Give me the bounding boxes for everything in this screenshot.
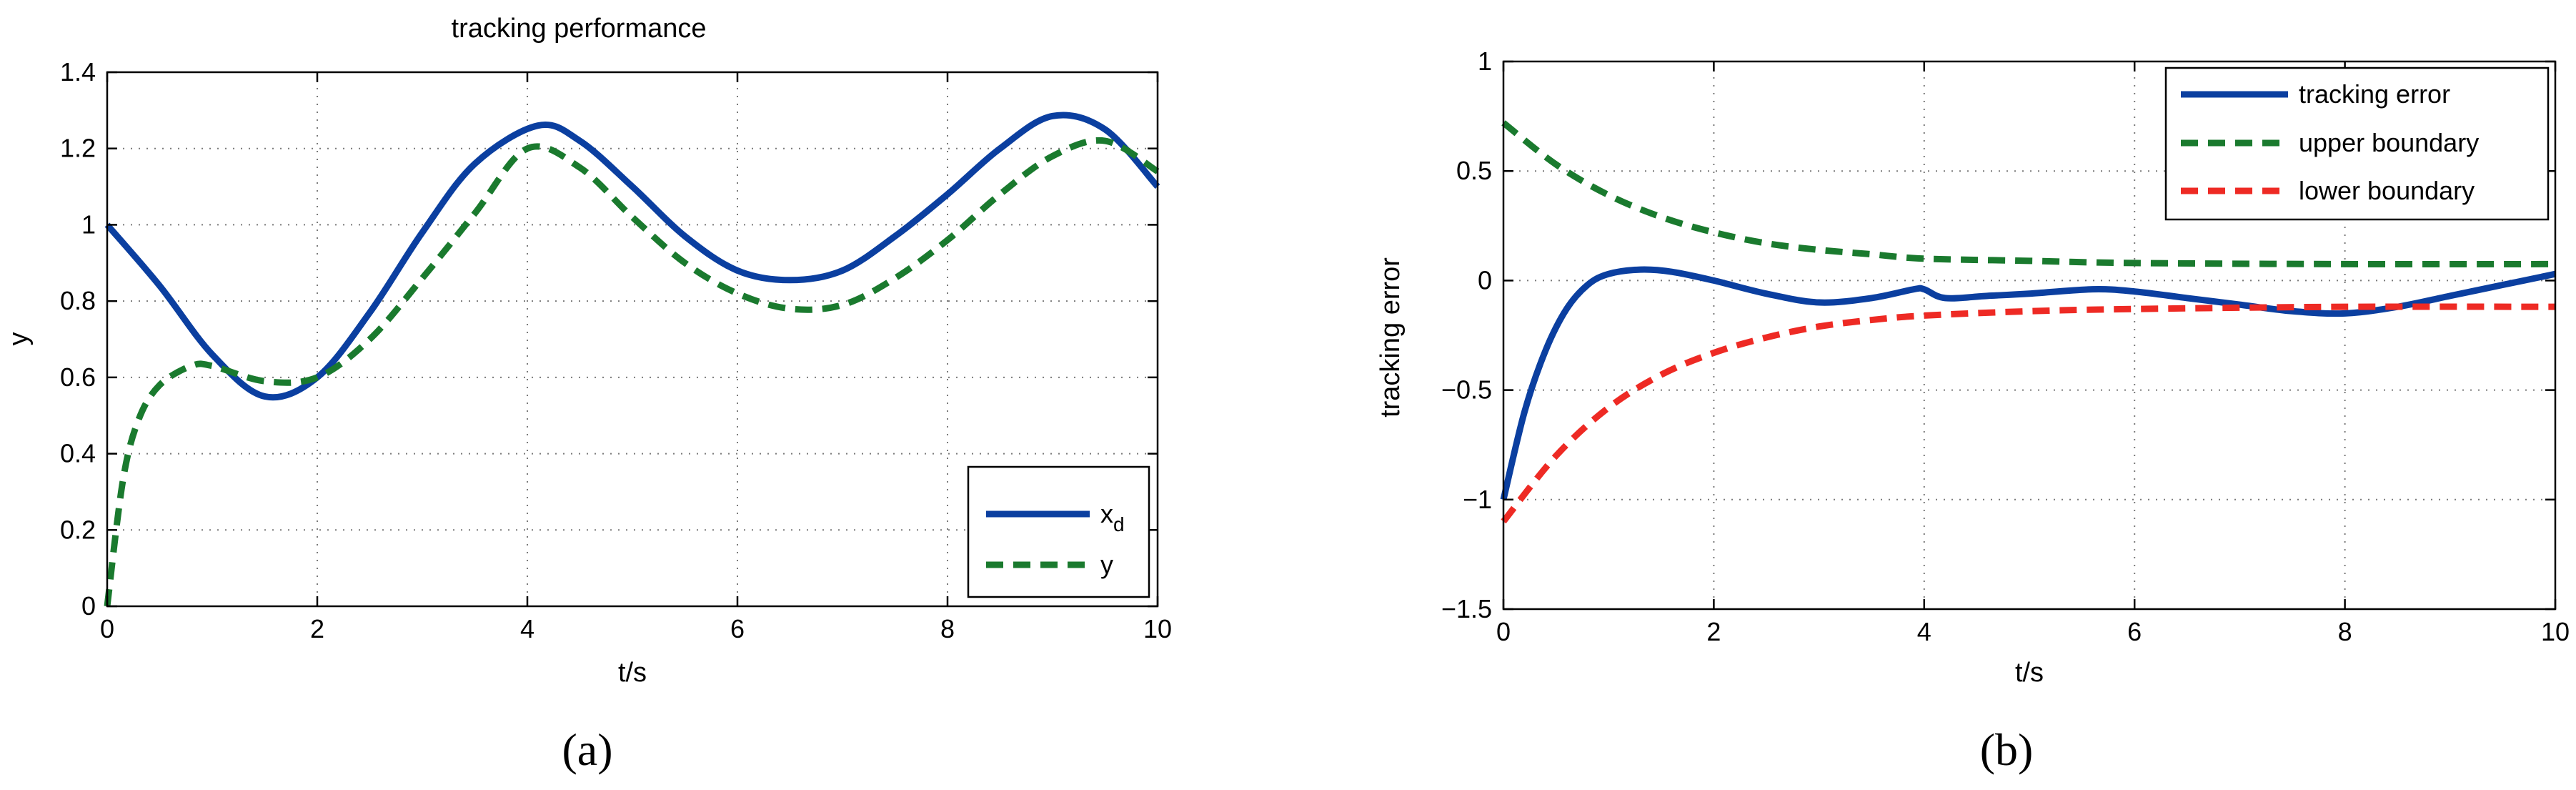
x-tick-label: 2 (1706, 617, 1721, 646)
x-axis-label: t/s (618, 658, 647, 688)
ticks: 0 2 4 6 8 10 0 0.2 0.4 0.6 0.8 1 1.2 1.4 (60, 57, 1172, 643)
panel-a: tracking performance 0 2 4 6 8 10 0 0.2 0.4 0.6 0.… (4, 14, 1172, 775)
y-tick-label: 1.4 (60, 57, 96, 87)
x-tick-label: 0 (1496, 617, 1511, 646)
x-tick-label: 10 (1143, 614, 1172, 643)
y-tick-label: 0.2 (60, 515, 96, 544)
y-tick-label: 1 (1478, 46, 1492, 76)
chart-title: tracking performance (452, 14, 707, 44)
series-line-y (104, 137, 1160, 607)
plot-frame (106, 71, 1159, 608)
legend-label-y: y (1100, 550, 1113, 579)
y-axis-label: tracking error (1376, 257, 1406, 418)
legend-label-tracking-error: tracking error (2299, 79, 2450, 109)
legend-label-lower-boundary: lower boundary (2299, 176, 2475, 205)
series-line-tracking-error (1500, 266, 2556, 500)
x-tick-label: 6 (730, 614, 745, 643)
y-tick-label: 0.8 (60, 286, 96, 315)
plot-frame (1502, 60, 2557, 611)
x-tick-label: 0 (100, 614, 114, 643)
ticks: 0 2 4 6 8 10 −1.5 −1 −0.5 0 0.5 1 (1441, 46, 2570, 646)
y-tick-label: 1.2 (60, 134, 96, 163)
legend-label-main: x (1100, 499, 1113, 528)
caption-b: (b) (1980, 724, 2034, 775)
series-layer (104, 112, 1160, 607)
grid (1503, 61, 2555, 609)
x-axis-label: t/s (2015, 658, 2044, 688)
x-tick-label: 4 (1917, 617, 1931, 646)
series-line-lower-boundary (1501, 303, 2556, 524)
y-tick-label: −1 (1463, 485, 1492, 514)
y-tick-label: 0.4 (60, 439, 96, 468)
legend: xd y (967, 465, 1150, 598)
legend-label-upper-boundary: upper boundary (2299, 128, 2479, 157)
legend-box (967, 465, 1150, 598)
x-tick-label: 2 (310, 614, 324, 643)
x-tick-label: 8 (940, 614, 955, 643)
series-line-x (104, 112, 1160, 401)
y-tick-label: 0.6 (60, 362, 96, 392)
x-tick-label: 10 (2541, 617, 2570, 646)
y-tick-label: −1.5 (1441, 594, 1492, 623)
y-tick-label: −0.5 (1441, 375, 1492, 405)
series-layer (1500, 120, 2556, 524)
x-tick-label: 8 (2338, 617, 2352, 646)
y-tick-label: 0.5 (1456, 156, 1492, 185)
caption-a: (a) (562, 724, 612, 775)
y-axis-label: y (4, 332, 34, 346)
legend-label-subscript: d (1113, 513, 1125, 535)
y-tick-label: 1 (81, 209, 96, 239)
y-tick-label: 0 (1478, 265, 1492, 295)
x-tick-label: 6 (2127, 617, 2142, 646)
y-tick-label: 0 (81, 591, 96, 621)
legend: tracking error upper boundary lower boun… (2164, 66, 2550, 221)
legend-label-xd: xd (1100, 499, 1125, 535)
x-tick-label: 4 (520, 614, 534, 643)
series-line-upper-boundary (1501, 120, 2556, 268)
panel-b: 0 2 4 6 8 10 −1.5 −1 −0.5 0 0.5 1 t/s tracking erro… (1376, 46, 2570, 775)
